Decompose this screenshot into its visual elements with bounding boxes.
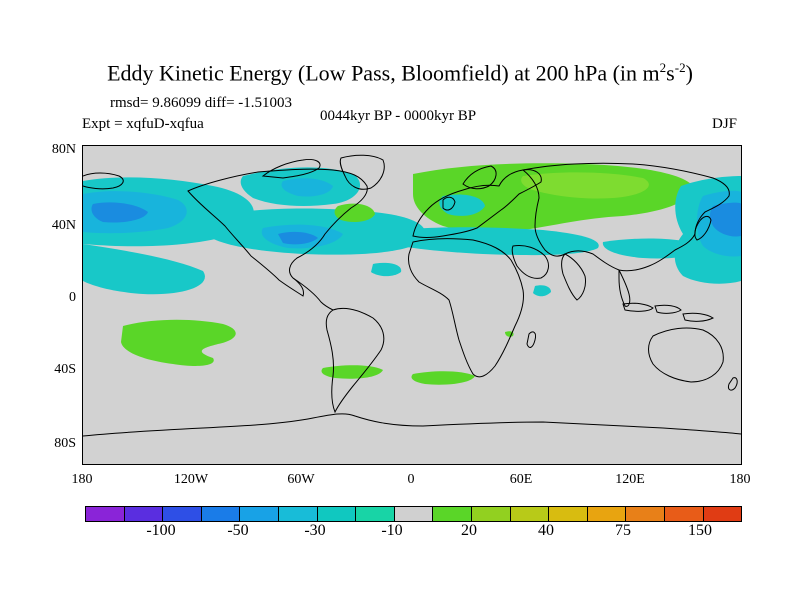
colorbar-label: 150 bbox=[688, 522, 712, 539]
lon-label-120w: 120W bbox=[173, 472, 209, 487]
lat-label-80n: 80N bbox=[51, 142, 76, 157]
colorbar-swatch bbox=[240, 507, 279, 521]
colorbar-swatch bbox=[163, 507, 202, 521]
experiment-text: Expt = xqfuD-xqfua bbox=[82, 116, 204, 132]
colorbar-swatch bbox=[549, 507, 588, 521]
map-panel bbox=[82, 145, 742, 465]
colorbar-swatch bbox=[317, 507, 357, 521]
coastlines bbox=[83, 154, 741, 437]
map-svg bbox=[83, 154, 741, 437]
lon-label-0: 0 bbox=[407, 472, 415, 487]
colorbar-swatch bbox=[356, 507, 395, 521]
colorbar-label: 40 bbox=[538, 522, 554, 539]
colorbar-label: -50 bbox=[227, 522, 249, 539]
colorbar-label: 75 bbox=[615, 522, 631, 539]
lat-label-0: 0 bbox=[69, 290, 76, 305]
colorbar-swatch bbox=[703, 507, 742, 521]
colorbar-swatch bbox=[471, 507, 511, 521]
lon-label-180e: 180 bbox=[729, 472, 751, 487]
colorbar-swatch bbox=[626, 507, 665, 521]
colorbar-swatch bbox=[86, 507, 125, 521]
lon-label-180w: 180 bbox=[71, 472, 93, 487]
colorbar-label: 20 bbox=[461, 522, 477, 539]
colorbar-swatch bbox=[664, 507, 704, 521]
colorbar-swatch bbox=[124, 507, 164, 521]
colorbar-swatch bbox=[201, 507, 241, 521]
colorbar-label: -30 bbox=[304, 522, 326, 539]
period-text: 0044kyr BP - 0000kyr BP bbox=[320, 108, 477, 124]
lat-label-80s: 80S bbox=[54, 436, 76, 451]
colorbar-swatch bbox=[510, 507, 550, 521]
lat-label-40n: 40N bbox=[51, 218, 76, 233]
colorbar-swatch bbox=[587, 507, 627, 521]
colorbar-swatch bbox=[394, 507, 434, 521]
colorbar-label: -10 bbox=[381, 522, 403, 539]
lon-label-120e: 120E bbox=[615, 472, 645, 487]
colorbar-swatch bbox=[278, 507, 318, 521]
season-text: DJF bbox=[712, 116, 738, 132]
stats-text: rmsd= 9.86099 diff= -1.51003 bbox=[110, 95, 293, 111]
lon-label-60e: 60E bbox=[509, 472, 533, 487]
lon-label-60w: 60W bbox=[287, 472, 315, 487]
anomaly-field bbox=[83, 163, 741, 385]
lat-label-40s: 40S bbox=[54, 362, 76, 377]
colorbar bbox=[85, 506, 742, 522]
colorbar-label: -100 bbox=[146, 522, 176, 539]
plot-title: Eddy Kinetic Energy (Low Pass, Bloomfiel… bbox=[107, 60, 693, 86]
colorbar-swatch bbox=[433, 507, 472, 521]
